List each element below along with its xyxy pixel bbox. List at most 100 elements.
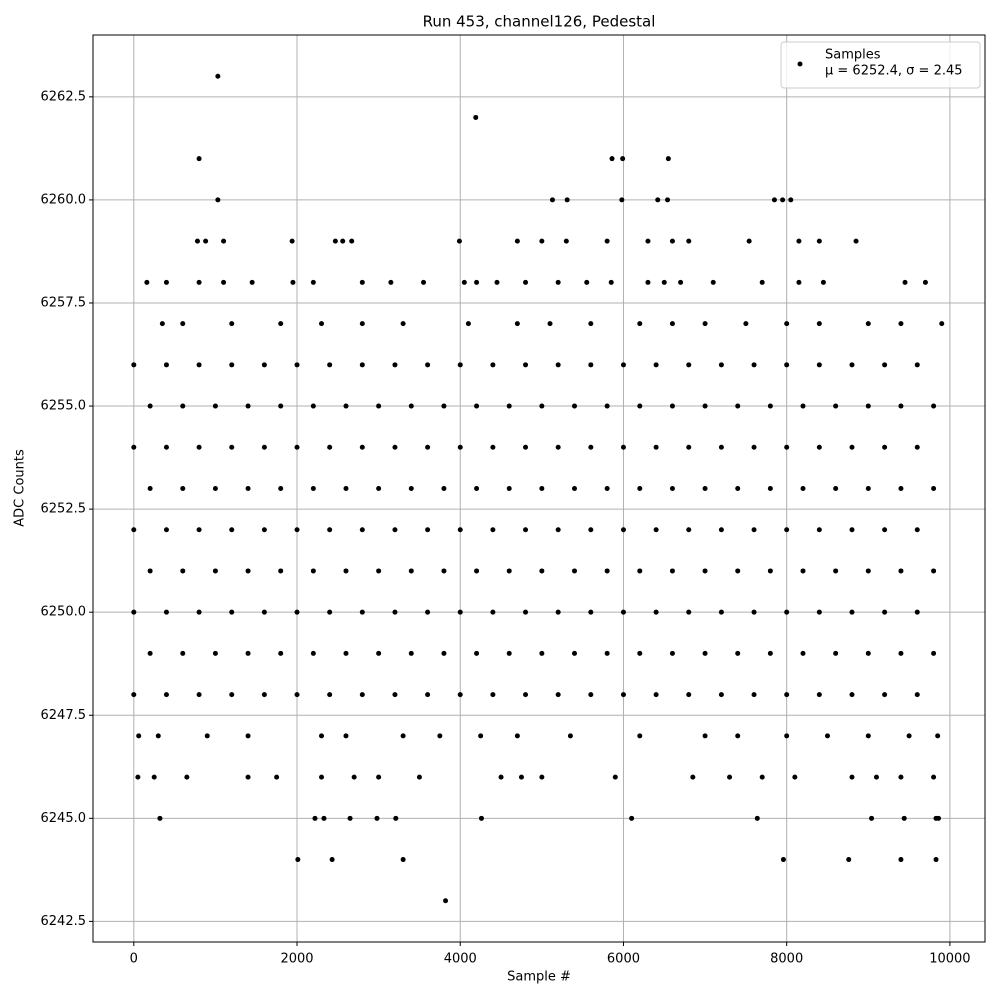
point	[294, 692, 300, 698]
y-tick-label: 6257.5	[41, 295, 87, 310]
point	[865, 733, 871, 739]
point	[865, 403, 871, 409]
point	[180, 486, 186, 491]
point	[735, 486, 741, 491]
point	[359, 527, 365, 533]
point	[669, 321, 675, 327]
point	[319, 733, 325, 739]
point	[735, 568, 741, 574]
point	[637, 650, 643, 656]
point	[196, 279, 202, 285]
point	[710, 279, 716, 285]
point	[490, 692, 496, 698]
point	[931, 403, 937, 409]
point	[539, 568, 545, 574]
point	[131, 527, 137, 533]
point	[131, 692, 137, 698]
point	[329, 857, 335, 863]
point	[588, 527, 594, 533]
point	[665, 156, 671, 162]
point	[474, 650, 480, 656]
point	[343, 486, 349, 491]
point	[474, 403, 480, 409]
point	[441, 403, 447, 409]
point	[180, 568, 186, 574]
point	[588, 362, 594, 368]
point	[882, 609, 888, 615]
point	[523, 362, 529, 368]
point	[686, 692, 692, 698]
point	[245, 774, 251, 780]
point	[425, 527, 431, 533]
point	[425, 444, 431, 450]
point	[392, 444, 398, 450]
point	[400, 857, 406, 863]
point	[249, 279, 255, 285]
point	[157, 815, 163, 821]
point	[523, 279, 529, 285]
point	[212, 568, 218, 574]
point	[555, 279, 561, 285]
point	[653, 444, 659, 450]
point	[669, 650, 675, 656]
legend-marker	[797, 61, 803, 67]
point	[564, 197, 570, 203]
point	[784, 362, 790, 368]
point	[767, 568, 773, 574]
point	[792, 774, 798, 780]
point	[443, 898, 449, 904]
point	[588, 692, 594, 698]
point	[359, 321, 365, 327]
point	[620, 692, 626, 698]
point	[539, 650, 545, 656]
point	[474, 486, 480, 491]
point	[312, 815, 318, 821]
point	[245, 486, 251, 491]
point	[215, 73, 221, 79]
point	[898, 568, 904, 574]
point	[931, 486, 937, 491]
point	[922, 279, 928, 285]
point	[686, 609, 692, 615]
y-tick-label: 6250.0	[41, 605, 87, 620]
point	[572, 568, 578, 574]
point	[441, 568, 447, 574]
point	[816, 609, 822, 615]
point	[221, 238, 227, 244]
point	[727, 774, 733, 780]
point	[245, 568, 251, 574]
point	[563, 238, 569, 244]
point	[212, 650, 218, 656]
point	[800, 486, 806, 491]
point	[343, 403, 349, 409]
point	[359, 692, 365, 698]
point	[421, 279, 427, 285]
point	[784, 527, 790, 533]
point	[478, 733, 484, 739]
point	[343, 650, 349, 656]
points	[131, 73, 945, 904]
point	[261, 692, 267, 698]
point	[620, 156, 626, 162]
point	[539, 403, 545, 409]
point	[604, 568, 610, 574]
point	[473, 114, 479, 120]
point	[853, 238, 859, 244]
point	[523, 444, 529, 450]
point	[416, 774, 422, 780]
x-tick-label: 10000	[929, 952, 970, 967]
y-tick-label: 6260.0	[41, 192, 87, 207]
point	[784, 444, 790, 450]
point	[865, 650, 871, 656]
point	[800, 403, 806, 409]
point	[278, 650, 284, 656]
point	[898, 321, 904, 327]
point	[376, 774, 382, 780]
point	[490, 444, 496, 450]
point	[939, 321, 945, 327]
point	[869, 815, 875, 821]
point	[374, 815, 380, 821]
point	[686, 527, 692, 533]
point	[751, 444, 757, 450]
point	[151, 774, 157, 780]
